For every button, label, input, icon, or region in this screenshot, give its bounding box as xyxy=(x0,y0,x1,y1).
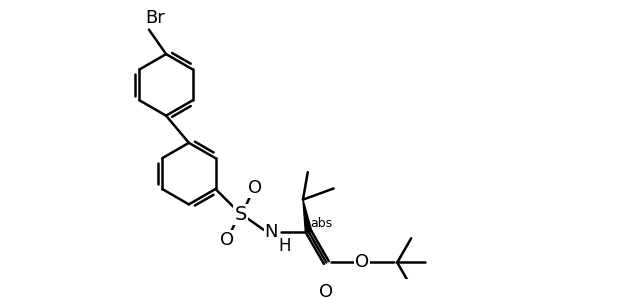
Text: N: N xyxy=(264,223,278,241)
Polygon shape xyxy=(303,200,312,232)
Text: Br: Br xyxy=(145,9,165,27)
Text: H: H xyxy=(279,237,291,255)
Text: O: O xyxy=(248,179,262,197)
Text: O: O xyxy=(319,283,333,299)
Text: abs: abs xyxy=(310,217,333,230)
Text: O: O xyxy=(355,254,369,271)
Text: O: O xyxy=(220,231,234,249)
Text: S: S xyxy=(234,205,247,224)
